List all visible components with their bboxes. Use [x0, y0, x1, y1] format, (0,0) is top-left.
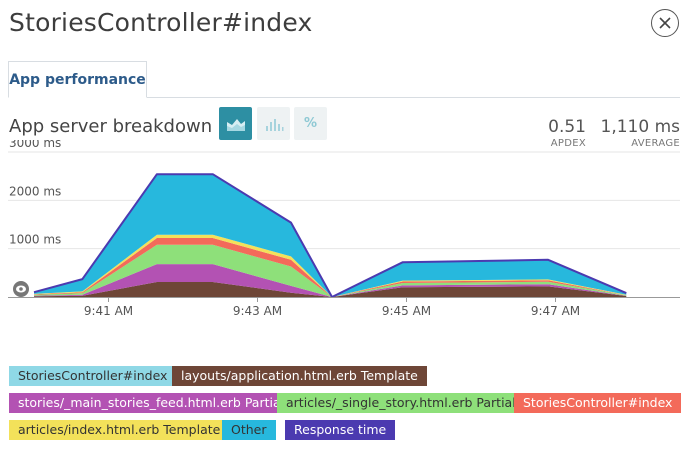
- y-tick-label: 1000 ms: [9, 233, 61, 247]
- response-time-line: [33, 173, 627, 298]
- annotation-marker-icon[interactable]: [13, 281, 29, 297]
- percent-button[interactable]: %: [294, 107, 327, 140]
- percent-icon: %: [303, 116, 318, 131]
- legend-item[interactable]: StoriesController#index: [9, 366, 177, 386]
- legend-item[interactable]: layouts/application.html.erb Template: [172, 366, 427, 386]
- legend-item[interactable]: articles/index.html.erb Template: [9, 420, 230, 440]
- apdex-stat: 0.51 APDEX: [538, 117, 586, 149]
- close-icon: [659, 17, 671, 29]
- legend-item[interactable]: StoriesController#index: [514, 393, 682, 413]
- area-series: [34, 282, 627, 297]
- legend-item[interactable]: Response time: [285, 420, 396, 440]
- section-title: App server breakdown: [9, 116, 213, 137]
- area-chart-icon: [226, 118, 245, 131]
- histogram-icon: [265, 118, 283, 131]
- x-tick-label: 9:43 AM: [233, 304, 282, 318]
- area-series: [34, 244, 627, 297]
- tab-app-performance[interactable]: App performance: [8, 61, 147, 98]
- apdex-label: APDEX: [550, 138, 586, 149]
- x-tick-label: 9:41 AM: [84, 304, 133, 318]
- average-value: 1,110 ms: [600, 117, 681, 137]
- area-series: [34, 264, 627, 297]
- area-series: [34, 238, 627, 297]
- x-tick-label: 9:45 AM: [382, 304, 431, 318]
- average-stat: 1,110 ms AVERAGE: [590, 117, 681, 149]
- legend-item[interactable]: stories/_main_stories_feed.html.erb Part…: [9, 393, 294, 413]
- area-series: [34, 174, 627, 297]
- legend-item[interactable]: Other: [222, 420, 276, 440]
- apdex-value: 0.51: [548, 117, 586, 137]
- legend-item[interactable]: articles/_single_story.html.erb Partial: [277, 393, 525, 413]
- y-tick-label: 2000 ms: [9, 184, 61, 198]
- close-button[interactable]: [651, 9, 679, 37]
- page-title: StoriesController#index: [9, 8, 313, 37]
- tab-bar-divider: [8, 97, 680, 98]
- x-tick-label: 9:47 AM: [531, 304, 580, 318]
- area-chart-button[interactable]: [219, 107, 252, 140]
- histogram-button[interactable]: [257, 107, 290, 140]
- average-label: AVERAGE: [631, 138, 680, 149]
- y-tick-label: 3000 ms: [9, 140, 61, 150]
- app-server-breakdown-chart: 1000 ms 2000 ms 3000 ms 9:41 AM 9:43 AM 9:45 …: [8, 140, 680, 318]
